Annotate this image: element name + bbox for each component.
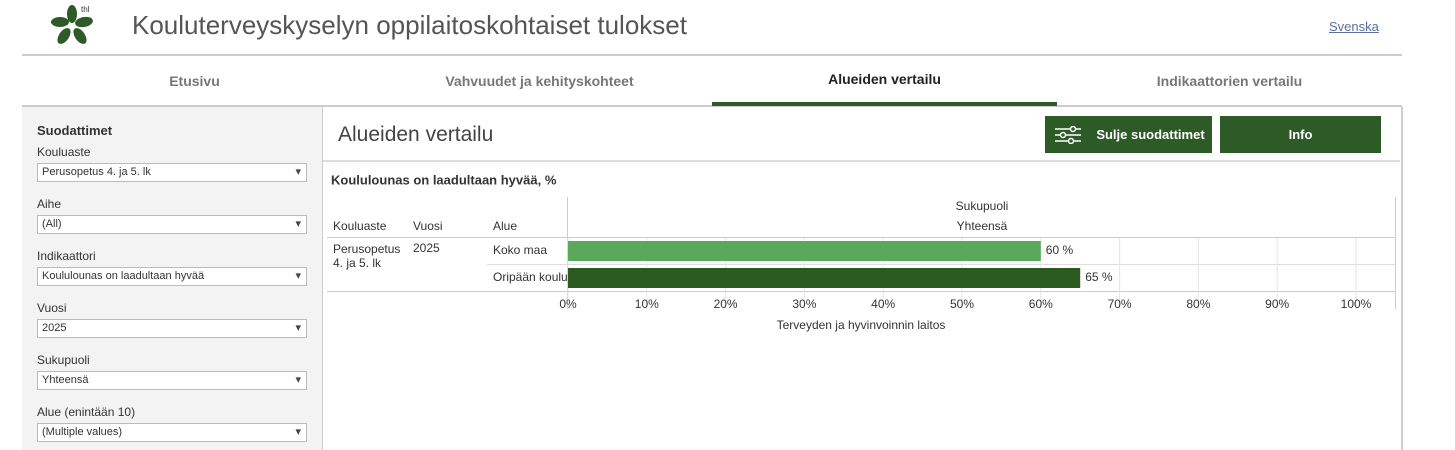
x-tick-label: 0% <box>559 297 577 311</box>
page-title: Kouluterveyskyselyn oppilaitoskohtaiset … <box>132 10 687 40</box>
main-panel <box>322 107 1403 450</box>
group-header: Sukupuoli <box>956 199 1009 213</box>
close-filters-button[interactable]: Sulje suodattimet <box>1045 116 1212 153</box>
filter-select[interactable]: (Multiple values) <box>37 423 307 442</box>
x-tick-label: 20% <box>714 297 738 311</box>
filter-select[interactable]: Yhteensä <box>37 371 307 390</box>
row-vuosi: 2025 <box>413 241 440 255</box>
main-title: Alueiden vertailu <box>338 123 494 146</box>
tab[interactable]: Vahvuudet ja kehityskohteet <box>445 73 634 89</box>
bar <box>568 268 1081 288</box>
x-tick-label: 60% <box>1029 297 1053 311</box>
divider <box>22 54 1402 56</box>
x-tick-label: 90% <box>1265 297 1289 311</box>
column-header: Vuosi <box>413 219 443 233</box>
logo-text: thl <box>81 5 90 14</box>
value-label: 65 % <box>1085 270 1113 284</box>
logo: thl <box>51 5 93 44</box>
x-tick-label: 50% <box>950 297 974 311</box>
filter-select[interactable]: (All) <box>37 215 307 234</box>
filter-select[interactable]: 2025 <box>37 319 307 338</box>
filter-label: Kouluaste <box>37 145 91 159</box>
x-tick-label: 30% <box>792 297 816 311</box>
filter-label: Aihe <box>37 197 62 211</box>
filter-select[interactable]: Koululounas on laadultaan hyvää <box>37 267 307 286</box>
column-header: Alue <box>493 219 517 233</box>
tab[interactable]: Indikaattorien vertailu <box>1156 73 1303 89</box>
filter-icon <box>1055 126 1081 144</box>
x-tick-label: 70% <box>1108 297 1132 311</box>
category-label: Koko maa <box>493 243 547 257</box>
column-header: Kouluaste <box>333 219 387 233</box>
chart-title: Koululounas on laadultaan hyvää, % <box>331 172 557 187</box>
filter-label: Alue (enintään 10) <box>37 405 136 419</box>
filter-select[interactable]: Perusopetus 4. ja 5. lk <box>37 163 307 182</box>
x-tick-label: 100% <box>1341 297 1372 311</box>
category-label: Oripään koulu <box>493 270 568 284</box>
bar <box>568 241 1041 261</box>
sidebar-title: Suodattimet <box>37 123 113 138</box>
info-button[interactable]: Info <box>1220 116 1381 153</box>
language-link[interactable]: Svenska <box>1329 19 1379 34</box>
x-tick-label: 40% <box>871 297 895 311</box>
button-label: Sulje suodattimet <box>1096 127 1205 142</box>
divider <box>323 160 1400 162</box>
x-tick-label: 10% <box>635 297 659 311</box>
tab[interactable]: Etusivu <box>169 73 220 89</box>
tab[interactable]: Alueiden vertailu <box>712 60 1057 106</box>
row-kouluaste: Perusopetus 4. ja 5. lk <box>333 242 401 270</box>
divider <box>22 105 1402 107</box>
source: Terveyden ja hyvinvoinnin laitos <box>777 318 946 332</box>
filter-label: Vuosi <box>37 301 67 315</box>
filter-label: Indikaattori <box>37 249 96 263</box>
value-label: 60 % <box>1046 243 1074 257</box>
series-header: Yhteensä <box>957 219 1008 233</box>
x-tick-label: 80% <box>1186 297 1210 311</box>
filter-label: Sukupuoli <box>37 353 90 367</box>
